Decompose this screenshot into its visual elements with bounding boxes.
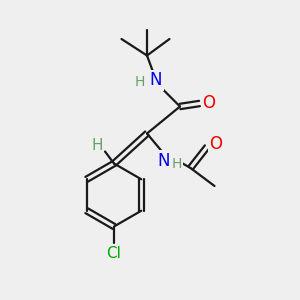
Text: N: N — [150, 71, 162, 89]
Text: H: H — [134, 76, 145, 89]
Text: N: N — [158, 152, 170, 169]
Text: O: O — [209, 135, 223, 153]
Text: O: O — [202, 94, 215, 112]
Text: Cl: Cl — [106, 246, 122, 261]
Text: H: H — [171, 157, 182, 171]
Text: H: H — [92, 138, 103, 153]
